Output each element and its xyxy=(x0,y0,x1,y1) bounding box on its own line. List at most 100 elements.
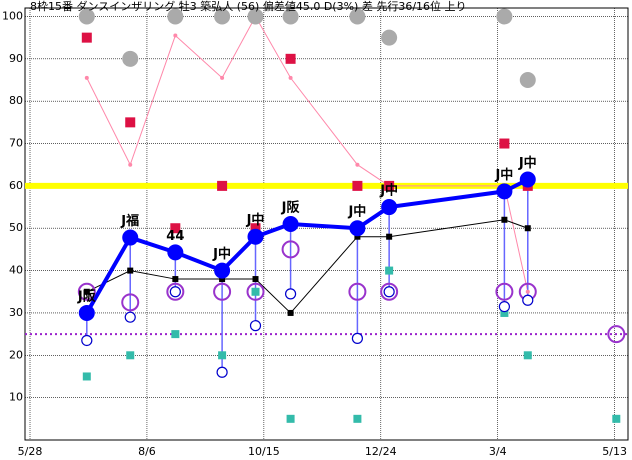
point xyxy=(284,288,297,300)
point xyxy=(354,233,361,240)
point xyxy=(286,414,295,423)
point xyxy=(383,286,395,298)
point xyxy=(171,330,180,339)
point xyxy=(519,72,536,88)
point xyxy=(287,309,294,316)
point xyxy=(381,199,398,216)
point xyxy=(386,233,393,240)
point xyxy=(285,53,296,64)
point xyxy=(84,75,89,80)
point-label: J中 xyxy=(246,212,265,228)
point xyxy=(607,325,626,344)
point xyxy=(495,282,514,301)
y-tick-label: 40 xyxy=(9,264,23,277)
point-label: J福 xyxy=(120,213,139,229)
point-label: J中 xyxy=(347,204,366,220)
point xyxy=(252,276,259,283)
point xyxy=(83,288,90,295)
point xyxy=(519,171,536,188)
x-tick-label: 10/15 xyxy=(248,445,280,458)
point-label: J阪 xyxy=(281,201,301,216)
point xyxy=(167,8,184,25)
x-tick-label: 3/4 xyxy=(489,445,507,458)
point xyxy=(127,267,134,274)
point-label: J中 xyxy=(379,183,398,199)
point xyxy=(125,117,136,128)
y-tick-label: 20 xyxy=(9,348,23,361)
point xyxy=(384,180,395,191)
point xyxy=(214,8,231,25)
x-tick-label: 12/24 xyxy=(365,445,397,458)
point xyxy=(251,287,260,296)
point xyxy=(82,372,91,381)
point xyxy=(124,311,136,323)
point xyxy=(77,282,96,301)
series-line xyxy=(85,177,529,314)
y-tick-label: 80 xyxy=(9,94,23,107)
point xyxy=(496,183,513,200)
point xyxy=(281,240,300,259)
point xyxy=(352,180,363,191)
y-tick-label: 10 xyxy=(9,391,23,404)
chart-title: 8枠15番 ダンスインザリング 牡3 築弘人 (56) 偏差値45.0 D(3%… xyxy=(30,0,467,13)
point xyxy=(216,366,228,378)
point xyxy=(218,351,227,360)
point xyxy=(523,351,532,360)
point xyxy=(612,414,621,423)
point xyxy=(247,228,264,245)
point xyxy=(282,216,299,232)
point xyxy=(81,32,92,43)
point xyxy=(249,320,262,332)
point xyxy=(172,276,179,283)
point xyxy=(122,50,139,67)
point xyxy=(128,162,133,167)
point xyxy=(496,8,513,25)
point xyxy=(247,8,264,25)
point-label: J中 xyxy=(518,155,537,171)
point xyxy=(385,266,394,275)
point xyxy=(126,351,135,360)
point-label: J中 xyxy=(212,246,231,262)
point xyxy=(173,33,178,38)
point xyxy=(246,282,265,301)
series-line xyxy=(86,219,528,314)
point xyxy=(499,138,510,149)
x-tick-label: 8/6 xyxy=(138,445,156,458)
point xyxy=(349,8,366,25)
point xyxy=(121,293,140,312)
point xyxy=(348,282,367,301)
point xyxy=(217,180,228,191)
point xyxy=(355,162,360,167)
point xyxy=(522,294,534,306)
point xyxy=(78,304,95,321)
series-line xyxy=(86,15,529,292)
y-tick-label: 90 xyxy=(9,52,23,65)
y-tick-label: 60 xyxy=(9,179,23,192)
point xyxy=(169,286,181,298)
y-tick-label: 70 xyxy=(9,137,23,150)
point xyxy=(166,282,185,301)
point xyxy=(498,300,510,313)
point xyxy=(380,282,399,301)
plot-frame xyxy=(24,7,629,441)
x-tick-label: 5/13 xyxy=(602,445,627,458)
point xyxy=(353,414,362,423)
point xyxy=(78,8,95,25)
point xyxy=(381,29,398,46)
point xyxy=(525,289,530,294)
point xyxy=(288,75,293,80)
x-tick-label: 5/28 xyxy=(18,445,43,458)
y-tick-label: 100 xyxy=(2,9,23,22)
point xyxy=(170,223,181,234)
y-tick-label: 30 xyxy=(9,306,23,319)
point xyxy=(282,8,299,25)
point xyxy=(219,276,226,283)
point xyxy=(214,262,231,279)
point-label: J中 xyxy=(494,167,513,183)
point xyxy=(167,244,184,261)
point xyxy=(501,216,508,223)
point xyxy=(349,220,366,237)
point-label: 44 xyxy=(166,229,184,244)
point xyxy=(213,282,232,301)
